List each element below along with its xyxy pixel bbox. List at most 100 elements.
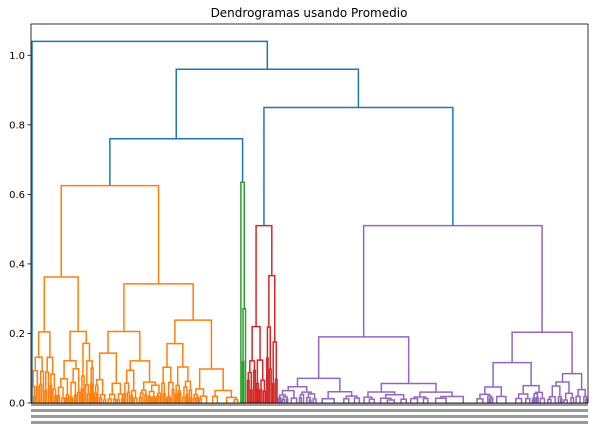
- dendrogram-link: [363, 396, 373, 403]
- dendrogram-link: [73, 394, 77, 403]
- dendrogram-link: [185, 393, 189, 403]
- dendrogram-link: [386, 399, 396, 403]
- dendrogram-link: [166, 342, 184, 368]
- dendrogram-link: [547, 398, 552, 403]
- dendrogram-link: [171, 389, 175, 403]
- dendrogram-link: [563, 399, 569, 403]
- y-tick-label: 0.8: [9, 120, 25, 131]
- link-orange-green+red-purple: [175, 68, 360, 139]
- dendrogram-link: [384, 394, 405, 400]
- dendrogram-link: [162, 366, 172, 384]
- dendrogram-link: [61, 397, 65, 403]
- dendrogram-link: [249, 389, 253, 403]
- dendrogram-link: [198, 398, 203, 403]
- dendrogram-link: [298, 397, 303, 403]
- dendrogram-link: [195, 388, 205, 397]
- dendrogram-link: [150, 384, 160, 394]
- dendrogram-link: [255, 382, 259, 403]
- dendrogram-link: [133, 397, 138, 403]
- dendrogram-link: [35, 385, 39, 403]
- dendrogram-link: [142, 381, 157, 391]
- dendrogram-link: [123, 393, 127, 403]
- dendrogram-link: [43, 276, 79, 332]
- dendrogram-link: [241, 360, 245, 403]
- dendrogram-link: [255, 224, 273, 327]
- dendrogram-link: [176, 366, 189, 386]
- x-leaf-labels-illegible: [31, 421, 588, 424]
- dendrogram-link: [285, 398, 289, 403]
- link-red+purple: [263, 106, 454, 226]
- dendrogram-link: [98, 397, 103, 403]
- dendrogram-link: [116, 399, 121, 403]
- dendrogram-link: [495, 395, 507, 403]
- dendrogram-link: [80, 388, 84, 403]
- dendrogram-link: [488, 398, 492, 403]
- y-axis: 0.0 0.2 0.4 0.6 0.8 1.0: [9, 51, 31, 410]
- dendrogram-link: [193, 393, 199, 399]
- dendrogram-link: [577, 388, 586, 397]
- dendrogram-link: [290, 397, 298, 403]
- dendrogram-link: [107, 398, 112, 403]
- dendrogram-link: [139, 392, 144, 403]
- dendrogram-link: [327, 390, 353, 399]
- dendrogram-link: [260, 379, 266, 392]
- y-tick-label: 0.4: [9, 259, 25, 270]
- dendrogram-link: [400, 398, 408, 403]
- dendrogram-link: [317, 336, 410, 384]
- dendrogram-link: [148, 390, 155, 398]
- dendrogram-link: [492, 361, 532, 387]
- dendrogram-link: [252, 369, 257, 403]
- dendrogram-link: [321, 398, 335, 403]
- dendrogram-link: [476, 398, 484, 403]
- dendrogram-link: [121, 397, 124, 403]
- dendrogram-link: [256, 388, 260, 403]
- dendrogram-link: [570, 397, 575, 403]
- dendrogram-link: [60, 184, 160, 284]
- dendrogram-link: [138, 396, 143, 403]
- dendrogram-link: [57, 395, 61, 403]
- dendrogram-link: [184, 380, 192, 391]
- dendrogram-link: [296, 377, 341, 392]
- dendrogram-link: [380, 382, 437, 393]
- dendrogram-link: [211, 395, 219, 403]
- dendrogram-link: [112, 398, 117, 403]
- dendrogram-link: [246, 379, 250, 403]
- dendrogram-link: [555, 381, 570, 394]
- dendrogram-link: [70, 398, 74, 403]
- dendrogram-link: [70, 381, 77, 397]
- dendrogram-link: [539, 397, 546, 403]
- dendrogram-link: [69, 330, 87, 361]
- dendrogram-link: [162, 393, 166, 403]
- dendrogram-link: [117, 393, 124, 400]
- plot-frame: [30, 23, 589, 404]
- dendrogram-link: [551, 385, 561, 397]
- dendrogram-link: [517, 393, 529, 399]
- dendrogram-link: [259, 389, 263, 403]
- dendrogram-link: [367, 391, 396, 398]
- dendrogram-links: [31, 40, 588, 403]
- dendrogram-link: [198, 368, 224, 391]
- dendrogram-link: [174, 393, 178, 403]
- dendrogram-link: [63, 359, 77, 379]
- dendrogram-link: [274, 378, 278, 403]
- dendrogram-link: [515, 397, 523, 403]
- dendrogram-link: [123, 283, 194, 332]
- dendrogram-link: [188, 389, 193, 403]
- dendrogram-link: [174, 319, 213, 370]
- link-root: [31, 40, 269, 403]
- dendrogram-link: [129, 360, 151, 383]
- y-tick-label: 0.6: [9, 190, 25, 201]
- dendrogram-link: [251, 325, 261, 361]
- dendrogram-link: [39, 383, 43, 403]
- dendrogram-link: [156, 395, 160, 403]
- x-leaf-labels-illegible: [31, 409, 588, 412]
- dendrogram-link: [262, 390, 267, 403]
- dendrogram-link: [54, 395, 58, 403]
- dendrogram-link: [524, 397, 531, 403]
- dendrogram-link: [281, 398, 286, 403]
- dendrogram-link: [533, 393, 539, 398]
- dendrogram-link: [557, 396, 562, 403]
- x-leaf-labels-illegible: [31, 415, 588, 418]
- dendrogram-link: [585, 398, 588, 403]
